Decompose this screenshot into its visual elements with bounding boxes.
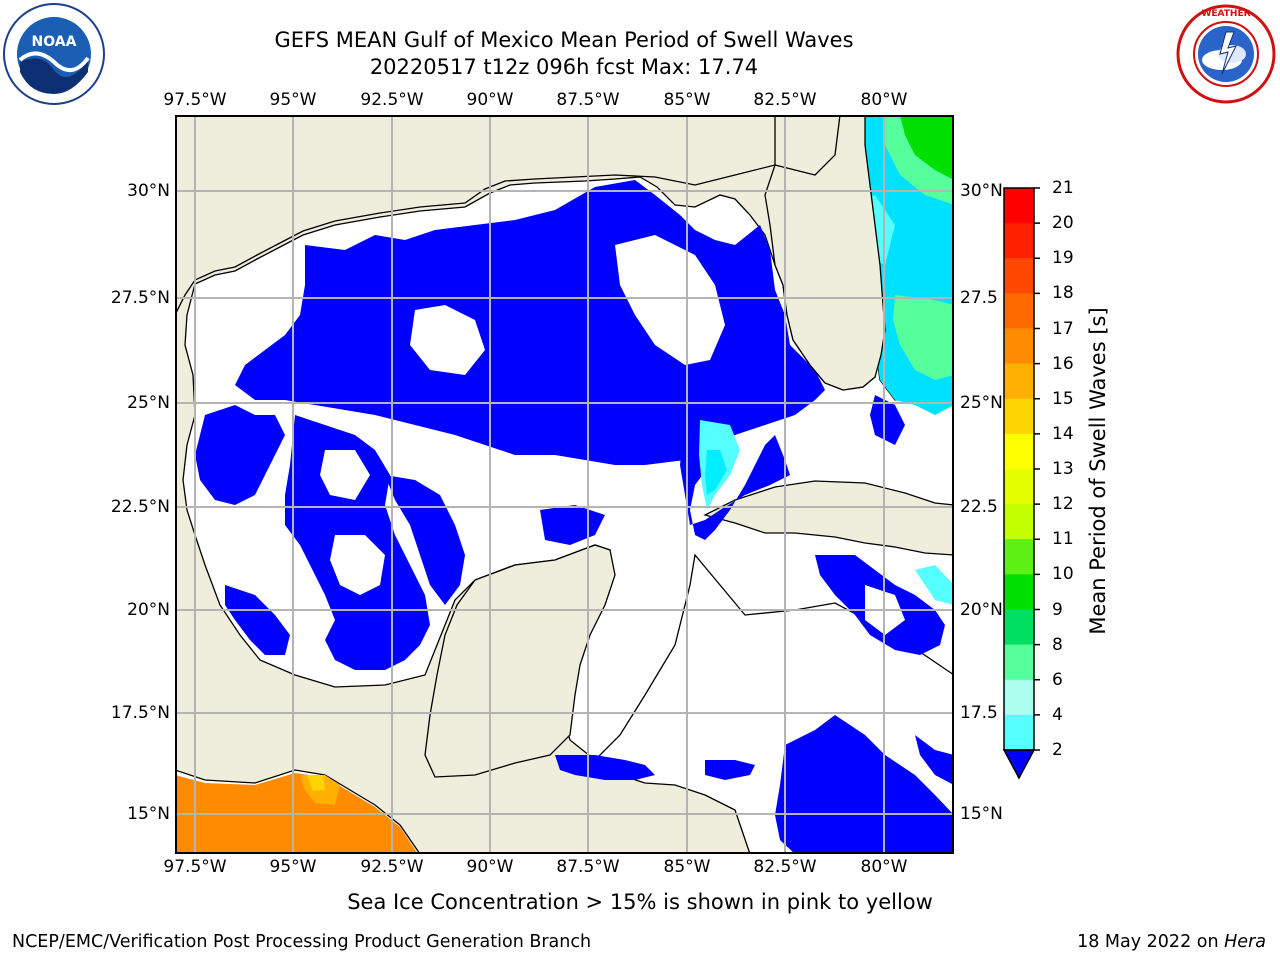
colorbar-tick-label: 6 [1052, 669, 1063, 690]
colorbar-segment [1004, 539, 1034, 575]
footer-credit: NCEP/EMC/Verification Post Processing Pr… [12, 932, 592, 952]
colorbar-segment [1004, 644, 1034, 681]
colorbar-tick-label: 12 [1052, 494, 1074, 515]
lon-label-bottom: 92.5°W [360, 857, 424, 877]
lat-label-right: 22.5 [960, 497, 998, 517]
colorbar-label: Mean Period of Swell Waves [s] [1086, 307, 1110, 635]
map-frame [175, 115, 954, 854]
colorbar-segment [1004, 433, 1034, 470]
yucatan-land [424, 544, 616, 778]
noaa-logo-text: NOAA [32, 34, 77, 50]
colorbar-tick-label: 10 [1052, 564, 1074, 585]
lat-label-left: 22.5°N [110, 497, 170, 517]
lat-label-left: 15°N [127, 804, 170, 824]
footer-date-text: 18 May 2022 on [1077, 932, 1225, 952]
map-panel [175, 115, 954, 854]
lon-label-top: 87.5°W [556, 90, 620, 110]
lat-label-left: 30°N [127, 181, 170, 201]
colorbar-tick-label: 13 [1052, 459, 1074, 479]
sea-ice-note: Sea Ice Concentration > 15% is shown in … [0, 890, 1280, 914]
lon-label-bottom: 80°W [860, 857, 908, 877]
colorbar-extend-arrow [1002, 749, 1036, 780]
lon-label-bottom: 85°W [663, 857, 711, 877]
chart-title: GEFS MEAN Gulf of Mexico Mean Period of … [274, 28, 854, 52]
lon-label-top: 80°W [860, 90, 908, 110]
colorbar-tick-label: 16 [1052, 353, 1074, 374]
florida-land [764, 115, 886, 391]
colorbar-segment [1004, 223, 1034, 259]
lon-label-top: 90°W [466, 90, 514, 110]
svg-text:WEATHER: WEATHER [1201, 9, 1250, 19]
map-gridlines [175, 115, 954, 854]
gulf-map [175, 115, 954, 854]
lon-label-bottom: 87.5°W [556, 857, 620, 877]
footer-date: 18 May 2022 on Hera [1077, 932, 1266, 952]
colorbar-tick-label: 4 [1052, 704, 1063, 725]
noaa-logo: NOAA [2, 2, 106, 106]
colorbar-tick-label: 21 [1052, 178, 1074, 198]
colorbar-segment [1004, 328, 1034, 365]
lon-label-top: 95°W [269, 90, 317, 110]
colorbar-segment [1004, 714, 1034, 751]
lat-label-right: 30°N [960, 181, 1003, 201]
lat-label-left: 17.5°N [110, 703, 170, 723]
us-gulf-land [175, 115, 776, 316]
lat-label-right: 27.5 [960, 288, 998, 308]
colorbar-segment [1004, 504, 1034, 540]
lat-label-right: 20°N [960, 600, 1003, 620]
colorbar-tick-label: 15 [1052, 388, 1074, 409]
colorbar-tick-label: 18 [1052, 283, 1074, 304]
colorbar-tick-label: 20 [1052, 213, 1074, 234]
colorbar-tick-label: 11 [1052, 529, 1074, 550]
colorbar [1000, 186, 1046, 786]
colorbar-segment [1004, 574, 1034, 610]
lat-label-left: 25°N [127, 393, 170, 413]
colorbar-segment [1004, 469, 1034, 505]
swell-none-areas [230, 235, 905, 635]
lat-label-left: 20°N [127, 600, 170, 620]
lon-label-top: 92.5°W [360, 90, 424, 110]
colorbar-tick-label: 14 [1052, 423, 1074, 444]
lon-label-bottom: 97.5°W [163, 857, 227, 877]
colorbar-segment [1004, 679, 1034, 716]
sea-ice-text: Sea Ice Concentration > 15% is shown in … [347, 890, 933, 914]
lat-label-right: 25°N [960, 393, 1003, 413]
colorbar-segment [1004, 363, 1034, 400]
colorbar-segment [1004, 293, 1034, 329]
colorbar-segment [1004, 398, 1034, 435]
colorbar-tick-label: 19 [1052, 248, 1074, 269]
colorbar-tick-label: 9 [1052, 599, 1063, 620]
lon-label-top: 82.5°W [753, 90, 817, 110]
lon-label-top: 97.5°W [163, 90, 227, 110]
lat-label-right: 17.5 [960, 703, 998, 723]
lon-label-bottom: 90°W [466, 857, 514, 877]
colorbar-segment [1004, 188, 1034, 224]
colorbar-segment [1004, 609, 1034, 646]
lon-label-bottom: 95°W [269, 857, 317, 877]
colorbar-tick-label: 8 [1052, 634, 1063, 655]
chart-subtitle: 20220517 t12z 096h fcst Max: 17.74 [369, 55, 759, 79]
lon-label-bottom: 82.5°W [753, 857, 817, 877]
colorbar-segment [1004, 258, 1034, 294]
colorbar-tick-label: 17 [1052, 318, 1074, 339]
nws-logo: WEATHER [1174, 2, 1278, 106]
lat-label-left: 27.5°N [110, 288, 170, 308]
footer-host: Hera [1224, 932, 1266, 952]
colorbar-tick-label: 2 [1052, 740, 1063, 760]
lat-label-right: 15°N [960, 804, 1003, 824]
colorbar-graphic [1002, 187, 1040, 780]
lon-label-top: 85°W [663, 90, 711, 110]
